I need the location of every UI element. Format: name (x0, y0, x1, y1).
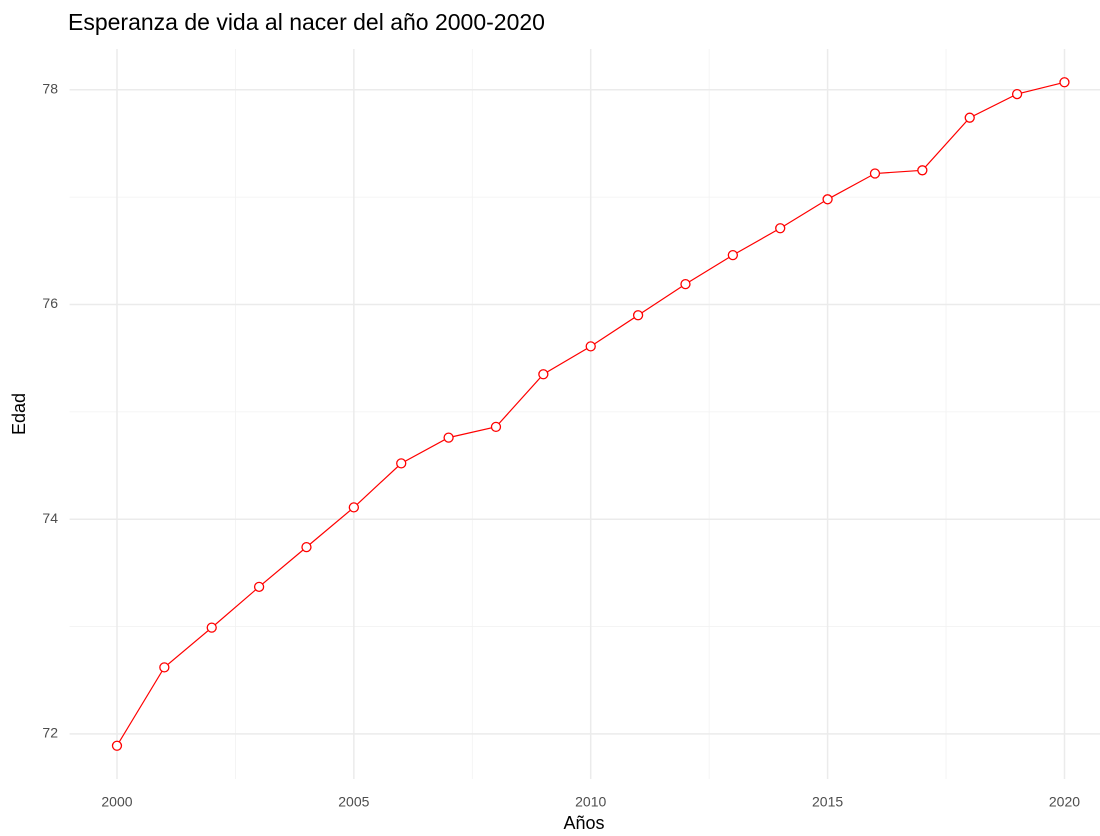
point (443, 432, 454, 443)
point (917, 165, 928, 176)
point (538, 369, 549, 380)
point (727, 249, 738, 261)
point (206, 622, 217, 633)
point (680, 278, 691, 290)
x-tick-label: 2010 (575, 794, 606, 810)
y-tick-label: 76 (42, 295, 58, 311)
point (301, 541, 312, 553)
point (1059, 77, 1070, 88)
y-axis-title: Edad (9, 393, 29, 435)
point (585, 341, 596, 352)
x-tick-label: 2005 (338, 794, 369, 810)
x-tick-label: 2020 (1049, 794, 1080, 810)
x-axis-title: Años (563, 813, 604, 833)
point (1011, 88, 1023, 100)
x-tick-label: 2015 (812, 794, 843, 810)
y-tick-label: 72 (42, 725, 58, 741)
chart-title: Esperanza de vida al nacer del año 2000-… (68, 9, 545, 35)
point (396, 458, 407, 469)
point (159, 662, 170, 673)
point (632, 310, 644, 321)
point (253, 581, 265, 592)
point (111, 740, 123, 751)
y-tick-label: 78 (42, 80, 58, 96)
point (490, 421, 502, 433)
point (869, 168, 881, 179)
point (822, 194, 833, 205)
point (964, 112, 975, 123)
x-tick-label: 2000 (101, 794, 132, 810)
point (775, 223, 786, 234)
point (348, 502, 359, 513)
y-tick-label: 74 (42, 510, 58, 526)
